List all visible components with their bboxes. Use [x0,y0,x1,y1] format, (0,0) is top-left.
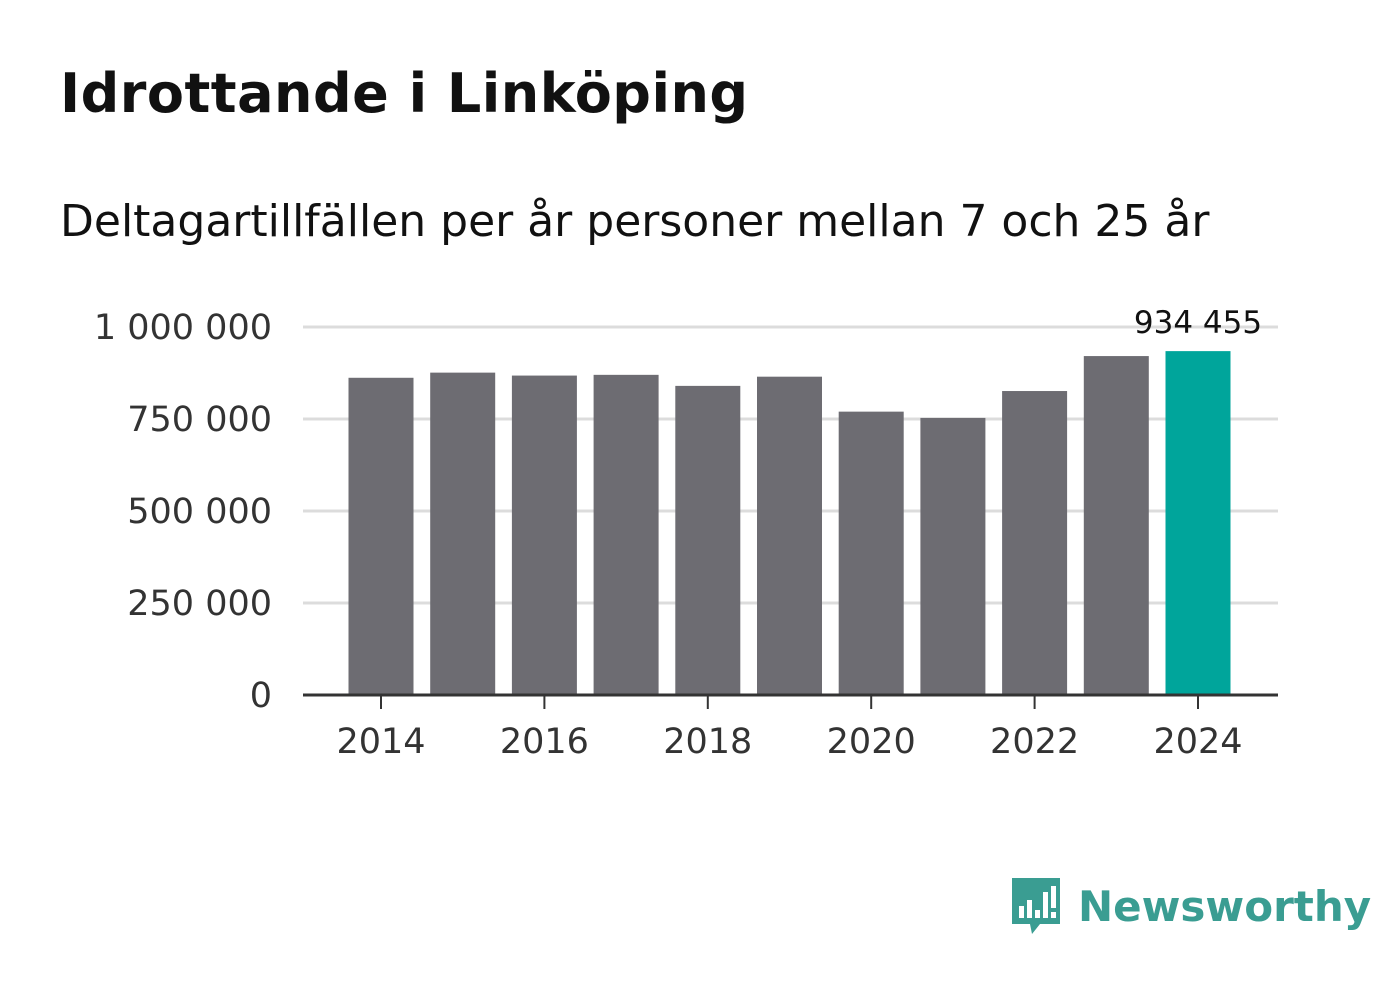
bar [757,376,822,695]
y-tick-label: 500 000 [127,492,272,532]
bar [430,372,496,695]
y-tick-label: 0 [250,676,272,716]
bar [593,374,659,695]
brand-name: Newsworthy [1078,881,1372,931]
bar [920,417,986,695]
newsworthy-logo-icon [1012,878,1060,934]
chart-subtitle: Deltagartillfällen per år personer mella… [60,196,1210,247]
bar [838,411,904,695]
bar [511,375,577,695]
y-tick-label: 250 000 [127,584,272,624]
x-tick-label: 2024 [1153,722,1242,762]
bar [1002,391,1068,695]
x-tick-label: 2018 [663,722,752,762]
x-tick-label: 2016 [500,722,589,762]
bar [675,385,741,695]
chart-title: Idrottande i Linköping [60,62,749,125]
x-tick-label: 2014 [336,722,425,762]
bar [348,377,414,695]
x-tick-label: 2022 [990,722,1079,762]
y-tick-label: 750 000 [127,400,272,440]
x-tick-label: 2020 [827,722,916,762]
bar-highlight [1165,351,1231,695]
data-label: 934 455 [1134,305,1262,341]
brand-logo: Newsworthy [1010,876,1371,936]
bar [1083,356,1149,695]
y-tick-label: 1 000 000 [94,308,272,348]
